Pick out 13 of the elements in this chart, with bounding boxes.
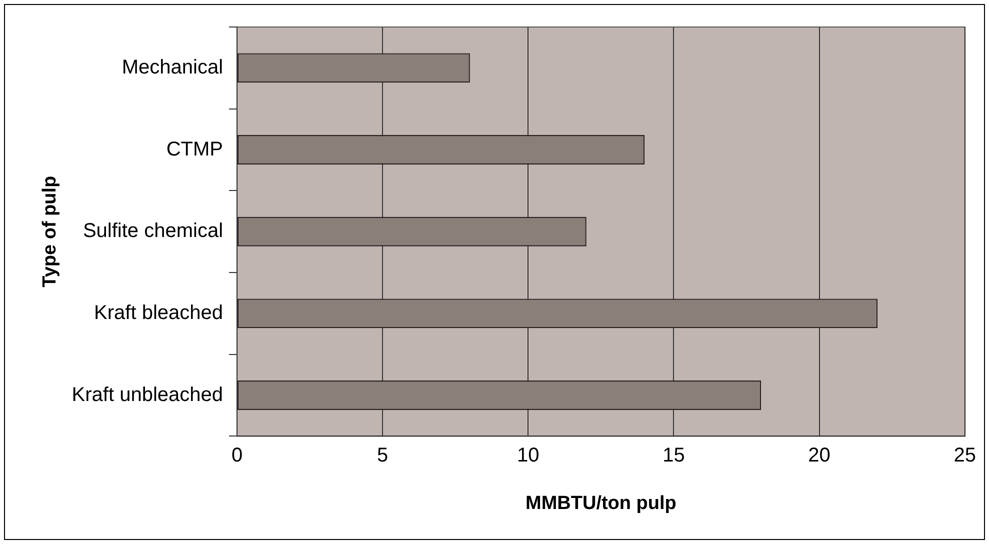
- x-tick-label: 15: [662, 444, 685, 467]
- y-tick-label: Sulfite chemical: [82, 220, 224, 242]
- x-axis-title: MMBTU/ton pulp: [525, 492, 676, 514]
- y-axis-title: Type of pulp: [40, 176, 61, 288]
- y-tick-label: CTMP: [166, 138, 224, 160]
- x-tick-label: 20: [808, 444, 830, 467]
- y-tick-label: Kraft unbleached: [72, 384, 224, 406]
- x-tick-label: 10: [517, 444, 540, 467]
- y-tick-label: Mechanical: [122, 56, 224, 78]
- y-tick-label: Kraft bleached: [94, 302, 224, 324]
- x-tick-label: 0: [231, 444, 243, 467]
- x-tick-label: 25: [954, 444, 976, 467]
- x-tick-label: 5: [377, 444, 388, 467]
